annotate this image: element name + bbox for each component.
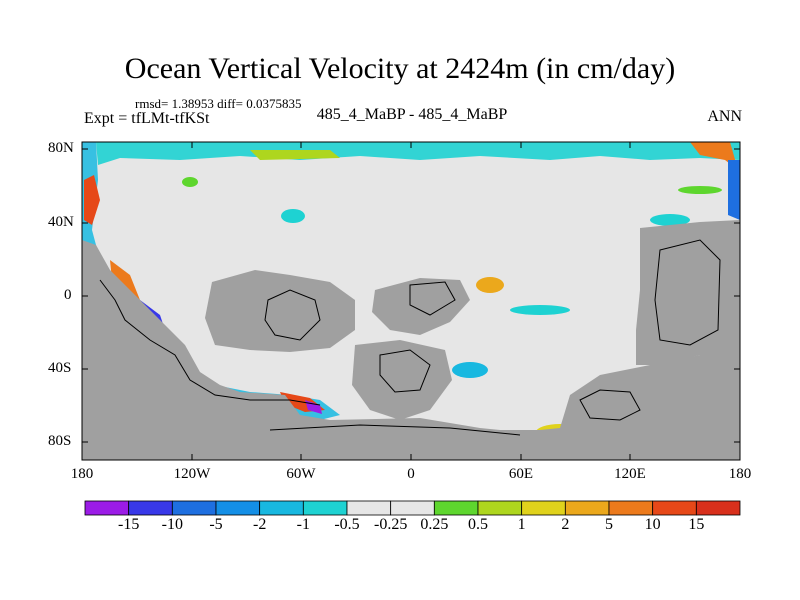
coastline-3 [409,281,456,316]
y-tick-label: 80N [48,140,74,156]
x-tick-label: 120W [173,466,211,482]
velocity-patch-7 [452,362,488,378]
land-central-1 [205,270,355,352]
colorbar-label: 10 [644,516,661,533]
colorbar-label: -0.5 [334,516,360,533]
season-label: ANN [707,108,742,125]
velocity-patch-4 [650,214,690,226]
x-tick-label: 60W [286,466,316,482]
coastline-1 [99,279,321,406]
colorbar-swatch [128,500,173,516]
land-south-block [82,430,740,460]
coastlines [99,239,721,436]
y-tick-label: 40N [48,214,74,230]
velocity-band-north-hot [690,142,738,170]
colorbar-label: 1 [517,516,526,533]
colorbar-swatch [302,500,348,516]
colorbar-swatch [433,500,479,516]
coastline-5 [654,239,721,346]
velocity-patch-5 [510,305,570,315]
colorbar-label: -2 [252,516,267,533]
velocity-band-north [96,142,740,165]
y-tick-label: 0 [64,287,72,303]
colorbar-swatch [215,500,261,516]
colorbar-label: 5 [605,516,613,533]
x-tick-label: 60E [508,466,534,482]
land-north-america [82,240,330,445]
x-tick-label: 0 [407,466,415,482]
x-tick-label: 120E [614,466,646,482]
velocity-band-west-hot-2 [110,260,140,300]
land-central-2 [372,278,470,335]
colorbar-swatch [695,500,741,516]
velocity-band-ne-edge [728,160,740,220]
experiment-label: Expt = tfLMt-tfKSt [84,110,210,127]
colorbar-swatch [390,500,435,516]
case-label: 485_4_MaBP - 485_4_MaBP [316,106,508,123]
velocity-band-north-green [250,150,340,160]
colorbar-label: -10 [161,516,183,533]
colorbar-label: 2 [561,516,570,533]
velocity-patch-6 [476,277,504,293]
colorbar [84,500,741,516]
colorbar-label: -0.25 [373,516,408,533]
velocity-patch-3 [678,186,722,194]
colorbar-label: 0.25 [420,516,449,533]
colorbar-swatch [564,500,610,516]
colorbar-swatch [346,500,392,516]
colorbar-swatch [477,500,523,516]
velocity-band-west-hot [84,175,100,225]
colorbar-swatch [171,500,217,516]
stats-line: rmsd= 1.38953 diff= 0.0375835 [135,96,302,111]
coastline-7 [269,424,521,436]
colorbar-label: -1 [296,516,310,533]
colorbar-swatch [608,500,654,516]
colorbar-label: 15 [688,516,705,533]
axis-ticks [81,142,741,460]
map-panel [81,141,741,461]
colorbar-label: -15 [117,516,140,533]
coastline-6 [579,389,641,421]
colorbar-swatch [84,500,130,516]
coastline-2 [264,289,321,341]
land-east-continent [636,220,740,365]
y-tick-label: 80S [48,433,72,449]
colorbar-label: 0.5 [468,516,488,533]
colorbar-swatch [652,500,697,516]
land-masses [82,220,740,460]
velocity-patch-1 [281,209,305,223]
colorbar-swatch [521,500,566,516]
x-tick-label: 180 [728,466,752,482]
colorbar-swatch [259,500,304,516]
y-tick-label: 40S [48,360,72,376]
coastline-4 [379,349,431,393]
land-central-3 [352,340,452,420]
colorbar-label: -5 [209,516,223,533]
plot-title: Ocean Vertical Velocity at 2424m (in cm/… [124,52,676,85]
x-tick-label: 180 [70,466,94,482]
velocity-patch-2 [182,177,198,187]
